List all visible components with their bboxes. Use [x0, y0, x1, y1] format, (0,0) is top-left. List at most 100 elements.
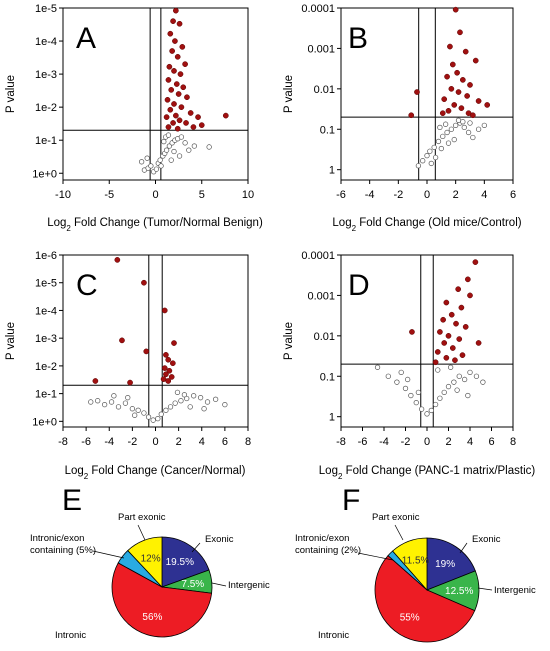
nonsignificant-point — [212, 396, 219, 402]
nonsignificant-point — [374, 364, 381, 370]
nonsignificant-point — [174, 389, 181, 396]
nonsignificant-point — [155, 416, 161, 422]
panel-b-y-axis-label: P value — [283, 75, 295, 113]
panel-c-volcano-plot: -8 -6 -4 -2 0 2 4 6 8 1e-6 1e-5 1e-4 1e-3 1e-2 1e-1 1e+… — [5, 250, 251, 481]
significant-point — [452, 6, 459, 13]
panel-a-ticks: -10 -5 0 5 10 1e-5 1e-4 1e-3 1e-2 1e-1 1e+0 — [32, 3, 254, 201]
panel-c-x-tick-label: 2 — [176, 436, 182, 448]
panel-d-x-tick-label: -2 — [401, 436, 411, 448]
significant-point — [176, 20, 183, 27]
nonsignificant-point — [222, 402, 228, 408]
panel-a-x-tick-label: 0 — [152, 189, 158, 201]
panel-d-x-tick-label: 0 — [424, 436, 430, 448]
nonsignificant-point — [432, 154, 439, 161]
panel-c-x-tick-label: -4 — [104, 436, 114, 448]
nonsignificant-point — [157, 157, 163, 163]
panel-a-y-tick-label: 1e-2 — [35, 102, 57, 114]
panel-letter-c: C — [76, 269, 98, 302]
nonsignificant-point — [135, 407, 141, 413]
panel-letter-d: D — [348, 269, 370, 302]
nonsignificant-point — [440, 133, 446, 140]
panel-f-pie-chart: F 19% 12.5% 55% 11.5% Part exonic Intronic/… — [295, 484, 536, 643]
significant-point — [168, 374, 175, 380]
nonsignificant-point — [473, 373, 480, 379]
significant-point — [172, 38, 178, 44]
nonsignificant-point — [153, 166, 160, 172]
significant-point — [170, 18, 176, 24]
nonsignificant-point — [172, 400, 178, 406]
nonsignificant-point — [197, 395, 204, 401]
panel-d-y-tick-label: 0.1 — [320, 371, 335, 383]
panel-b-y-tick-label: 0.01 — [314, 84, 335, 96]
nonsignificant-point — [424, 411, 430, 417]
significant-point — [432, 359, 439, 366]
panel-c-y-tick-label: 1e+0 — [32, 416, 57, 428]
nonsignificant-point — [437, 124, 443, 131]
panel-d-y-tick-label: 0.0001 — [301, 250, 335, 262]
panel-b-ticks: -6 -4 -2 0 2 4 6 0.0001 0.001 0.01 0.1 1 — [301, 3, 516, 201]
significant-point — [119, 337, 125, 344]
panel-c-y-tick-label: 1e-3 — [35, 333, 57, 345]
significant-point — [174, 125, 181, 132]
panel-a-x-tick-label: 5 — [199, 189, 205, 201]
panel-a-y-tick-label: 1e-5 — [35, 3, 57, 15]
nonsignificant-point — [435, 367, 441, 373]
significant-point — [174, 53, 181, 60]
nonsignificant-point — [88, 399, 94, 405]
nonsignificant-point — [461, 124, 467, 131]
significant-point — [163, 352, 169, 358]
panel-letter-e: E — [62, 484, 82, 517]
nonsignificant-point — [171, 148, 177, 155]
panel-b-y-tick-label: 1 — [329, 165, 335, 177]
panel-c-x-tick-label: 6 — [222, 436, 228, 448]
panel-a-volcano-plot: -10 -5 0 5 10 1e-5 1e-4 1e-3 1e-2 1e-1 1e+0 A P va… — [5, 3, 263, 233]
nonsignificant-point — [206, 144, 212, 150]
nonsignificant-point — [438, 145, 444, 152]
significant-point — [163, 371, 169, 378]
significant-point — [475, 98, 482, 104]
significant-point — [451, 102, 458, 108]
significant-point — [441, 340, 448, 346]
nonsignificant-point — [150, 417, 156, 423]
significant-point — [190, 124, 197, 130]
nonsignificant-point — [111, 393, 117, 399]
nonsignificant-point — [441, 389, 447, 396]
nonsignificant-point — [418, 406, 425, 412]
panel-d-marks — [341, 255, 513, 427]
significant-point — [166, 63, 173, 70]
panel-c-x-tick-label: 8 — [245, 436, 251, 448]
panel-c-y-tick-label: 1e-2 — [35, 361, 57, 373]
significant-point — [165, 77, 172, 83]
panel-d-y-axis-label: P value — [283, 322, 295, 360]
panel-c-x-tick-label: 4 — [199, 436, 205, 448]
significant-point — [458, 105, 465, 111]
nonsignificant-point — [451, 379, 457, 385]
nonsignificant-point — [456, 373, 462, 379]
significant-point — [456, 336, 463, 342]
nonsignificant-point — [125, 395, 131, 401]
nonsignificant-point — [95, 398, 101, 404]
panel-d-y-tick-label: 0.01 — [314, 331, 335, 343]
significant-point — [462, 48, 469, 55]
panel-c-ticks: -8 -6 -4 -2 0 2 4 6 8 1e-6 1e-5 1e-4 1e-3 1e-2 1e-1 1e+… — [32, 250, 251, 448]
panel-c-y-tick-label: 1e-6 — [35, 250, 57, 262]
pie-slice-intronic — [374, 555, 476, 643]
panel-e-label-intronic-exon-line2: containing (5%) — [30, 545, 96, 556]
nonsignificant-point — [178, 398, 184, 404]
panel-c-y-tick-label: 1e-4 — [35, 305, 57, 317]
panel-b-y-tick-label: 0.0001 — [301, 3, 335, 15]
panel-c-x-tick-label: -6 — [81, 436, 91, 448]
significant-point — [472, 259, 479, 265]
panel-a-y-tick-label: 1e-1 — [35, 135, 57, 147]
pie-percent-label: 11.5% — [402, 555, 430, 566]
nonsignificant-point — [448, 126, 455, 132]
nonsignificant-point — [445, 140, 452, 146]
significant-point — [167, 106, 174, 113]
nonsignificant-point — [413, 400, 419, 406]
significant-point — [448, 311, 455, 318]
panel-f-slices — [374, 537, 480, 643]
panel-e-label-part-exonic: Part exonic — [118, 512, 166, 523]
panel-a-x-tick-label: -5 — [104, 189, 114, 201]
panel-f-label-intergenic: Intergenic — [494, 585, 536, 596]
